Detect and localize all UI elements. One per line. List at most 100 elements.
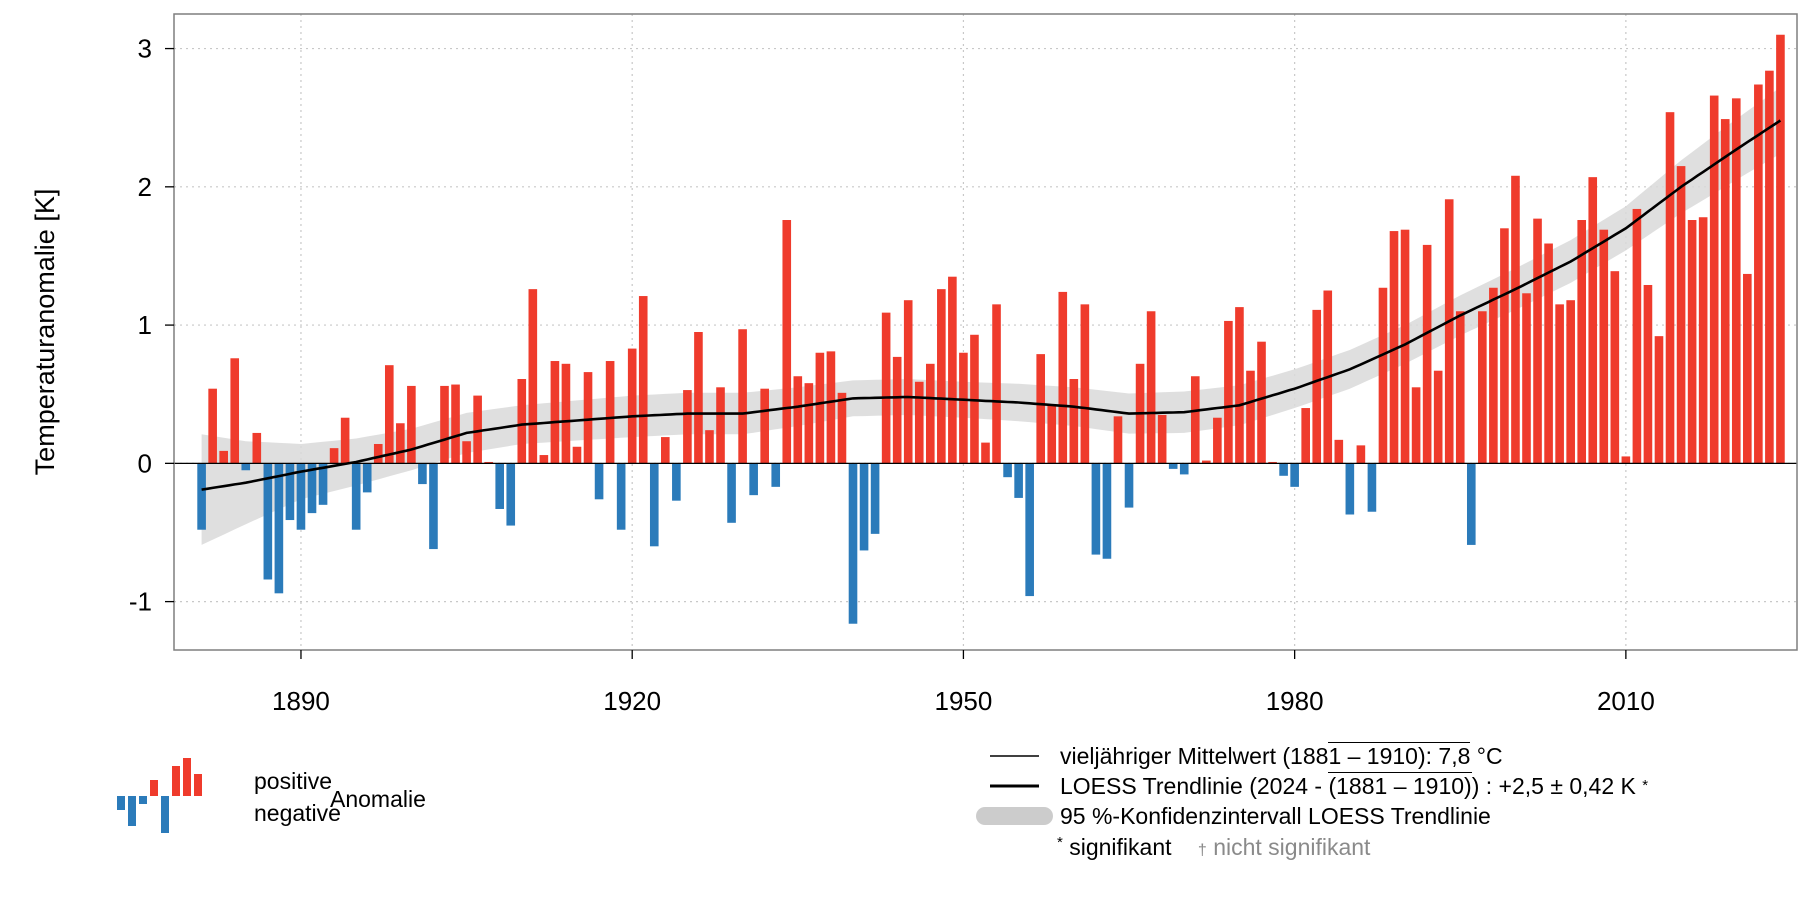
anomaly-bar (1444, 199, 1454, 464)
anomaly-bar (1080, 304, 1090, 464)
anomaly-bar (661, 437, 670, 464)
anomaly-bar (1190, 376, 1200, 464)
anomaly-bar (804, 383, 814, 464)
anomaly-bar (384, 365, 394, 464)
anomaly-bar (572, 446, 582, 464)
legend-mean-overlined: 1 – 1910): 7,8 (1328, 742, 1471, 769)
x-tick-label: 1950 (934, 686, 992, 716)
anomaly-bar (1102, 463, 1112, 559)
anomaly-bar (473, 395, 482, 464)
anomaly-bar (1577, 220, 1587, 464)
anomaly-bar (727, 463, 736, 523)
anomaly-bar (462, 441, 471, 464)
legend-trend-value: ) : +2,5 ± 0,42 K (1471, 773, 1636, 799)
anomaly-bar (1014, 463, 1023, 498)
anomaly-bar (749, 463, 758, 496)
anomaly-bar (1422, 244, 1432, 464)
anomaly-bar (705, 430, 714, 464)
anomaly-bar (1555, 304, 1564, 464)
anomaly-bar (1743, 273, 1752, 464)
anomaly-bar (1268, 461, 1277, 464)
legend-trend-text: LOESS Trendlinie (2024 - (1060, 773, 1329, 799)
not-significant-label: nicht signifikant (1213, 834, 1371, 860)
anomaly-bar (914, 381, 924, 464)
anomaly-bar (1069, 379, 1079, 464)
anomaly-bar (1776, 34, 1785, 464)
anomaly-bars (197, 34, 1785, 624)
anomaly-bar (1113, 416, 1123, 464)
plot-frame (173, 13, 1798, 651)
anomaly-bar (1665, 112, 1675, 464)
y-tick-label: 3 (138, 34, 152, 64)
y-tick-label: 2 (138, 172, 152, 202)
anomaly-bar (815, 352, 825, 464)
anomaly-bar (1356, 445, 1366, 464)
anomaly-bar (771, 463, 781, 487)
anomaly-bar (296, 463, 306, 530)
anomaly-bar (307, 463, 317, 514)
x-tick-label: 1920 (603, 686, 661, 716)
loess-trend-line (201, 119, 1782, 491)
anomaly-bar (1378, 287, 1388, 464)
y-tick-label: 1 (138, 310, 152, 340)
anomaly-bar (1466, 463, 1476, 545)
anomaly-bar (1213, 417, 1222, 464)
anomaly-bar (1522, 293, 1531, 464)
anomaly-bar (1025, 463, 1034, 597)
anomaly-bar (1588, 177, 1598, 464)
anomaly-bar (1400, 229, 1410, 464)
legend-anomalie-label: Anomalie (330, 786, 426, 812)
legend-significance-entry: * signifikant † nicht signifikant (1057, 834, 1370, 861)
anomaly-bar (716, 387, 725, 464)
anomaly-bar (1566, 300, 1575, 464)
anomaly-bar (1091, 463, 1101, 555)
anomaly-bar (1124, 463, 1134, 508)
anomaly-bar (550, 361, 560, 464)
legend-mean-text: vieljähriger Mittelwert (188 (1060, 743, 1329, 769)
anomaly-bar (1058, 291, 1068, 464)
anomaly-bar (241, 463, 251, 471)
anomaly-bar (407, 385, 416, 464)
anomaly-bar (197, 463, 206, 530)
anomaly-bar (517, 379, 527, 464)
anomaly-bar (1455, 311, 1465, 464)
anomaly-bar (1036, 354, 1046, 464)
anomaly-bar (1500, 228, 1509, 464)
anomaly-bar (1345, 463, 1355, 515)
y-tick-label: -1 (129, 587, 152, 617)
anomaly-bar (1179, 463, 1189, 475)
y-axis-label: Temperaturanomalie [K] (30, 189, 60, 476)
anomaly-bar (925, 363, 935, 464)
anomaly-bar (1389, 231, 1399, 464)
anomaly-bar (1610, 271, 1620, 464)
anomaly-bar (1168, 463, 1178, 469)
grid-lines (174, 14, 1797, 650)
anomaly-bar (440, 385, 449, 464)
legend-negative-label: negative (254, 800, 341, 826)
anomaly-bar (418, 463, 427, 485)
legend-mean-unit: °C (1470, 743, 1503, 769)
anomaly-bar (1146, 311, 1156, 464)
significant-label: signifikant (1069, 834, 1172, 860)
anomaly-bar (627, 348, 637, 464)
anomaly-bar (859, 463, 869, 551)
anomaly-bar (396, 423, 405, 464)
anomaly-bar (1533, 218, 1542, 464)
anomaly-bar (881, 312, 891, 464)
anomaly-bar (870, 463, 880, 534)
anomaly-bar (252, 432, 262, 464)
anomaly-bar (351, 463, 361, 530)
anomaly-bar (1367, 463, 1377, 512)
anomaly-bar (1687, 220, 1697, 464)
y-tick-label: 0 (138, 448, 152, 478)
anomaly-bar (1312, 309, 1322, 464)
anomaly-bar (848, 463, 858, 624)
legend-positive-label: positive (254, 768, 332, 794)
anomaly-bar (1411, 387, 1421, 464)
anomaly-bar (1003, 463, 1012, 478)
significant-mark: * (1057, 834, 1063, 851)
anomaly-bar (1235, 307, 1244, 464)
anomaly-bar (1676, 166, 1686, 464)
anomaly-bar (694, 332, 703, 464)
